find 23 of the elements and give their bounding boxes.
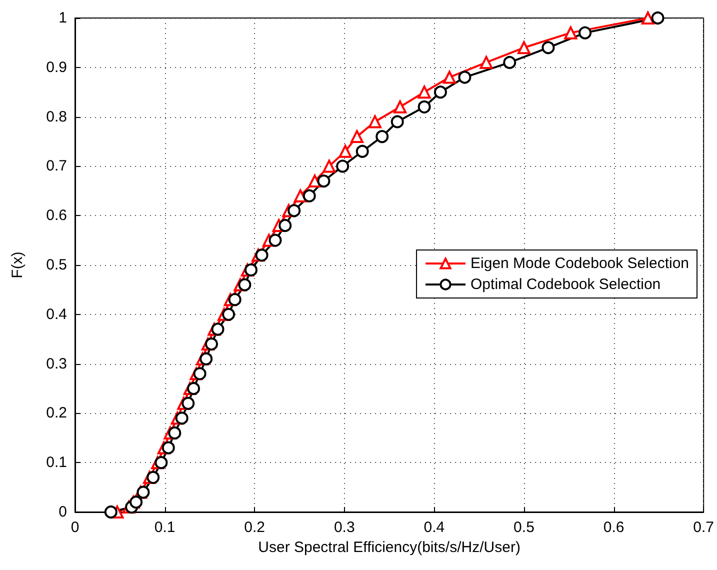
- y-tick-label: 0.9: [46, 58, 67, 76]
- y-tick-label: 0.2: [46, 404, 67, 422]
- y-tick-label: 1: [58, 10, 67, 26]
- y-tick-label: 0.1: [46, 454, 67, 472]
- legend-label: Optimal Codebook Selection: [470, 276, 661, 293]
- y-tick-label: 0.4: [46, 306, 67, 323]
- y-axis-title: F(x): [9, 252, 26, 278]
- y-tick-label: 0.7: [46, 158, 67, 175]
- x-tick-label: 0.5: [514, 519, 534, 536]
- y-tick-label: 0: [58, 504, 67, 520]
- y-tick-label: 0.5: [46, 256, 67, 274]
- x-tick-label: 0.4: [424, 519, 445, 536]
- x-axis-title: User Spectral Efficiency(bits/s/Hz/User): [258, 538, 520, 556]
- y-tick-label: 0.8: [46, 108, 67, 126]
- x-tick-label: 0.3: [334, 519, 355, 536]
- x-tick-label: 0.1: [154, 519, 176, 536]
- x-tick-label: 0.6: [603, 519, 624, 536]
- y-tick-label: 0.6: [46, 207, 67, 224]
- x-tick-label: 0.2: [244, 519, 266, 536]
- y-tick-label: 0.3: [46, 355, 67, 372]
- x-tick-label: 0.7: [693, 519, 714, 536]
- legend-label: Eigen Mode Codebook Selection: [470, 255, 690, 272]
- x-tick-label: 0: [70, 519, 80, 536]
